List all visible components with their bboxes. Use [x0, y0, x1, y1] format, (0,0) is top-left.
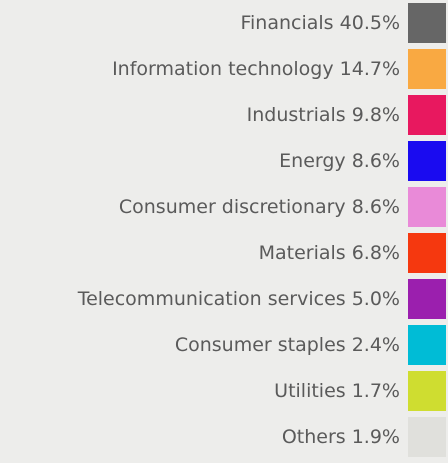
legend-label: Industrials 9.8% [247, 95, 400, 135]
sector-share: 8.6% [351, 150, 400, 172]
sector-name: Consumer staples [174, 334, 346, 356]
legend-swatch [408, 325, 446, 365]
sector-name: Industrials [246, 104, 346, 126]
sector-name: Materials [258, 242, 346, 264]
sector-name: Information technology [112, 58, 334, 80]
legend-label: Materials 6.8% [259, 233, 400, 273]
legend-row: Industrials 9.8% [0, 95, 448, 135]
legend-row: Information technology 14.7% [0, 49, 448, 89]
sector-name: Others [281, 426, 346, 448]
legend-swatch [408, 371, 446, 411]
legend-label: Consumer discretionary 8.6% [119, 187, 400, 227]
sector-name: Financials [240, 12, 334, 34]
sector-share: 6.8% [351, 242, 400, 264]
sector-name: Energy [279, 150, 346, 172]
sector-share: 14.7% [339, 58, 400, 80]
sector-share: 1.9% [351, 426, 400, 448]
legend-row: Consumer staples 2.4% [0, 325, 448, 365]
legend-swatch [408, 279, 446, 319]
legend-swatch [408, 95, 446, 135]
sector-share: 8.6% [351, 196, 400, 218]
legend-swatch [408, 141, 446, 181]
legend-label: Others 1.9% [282, 417, 400, 457]
legend-swatch [408, 233, 446, 273]
legend-swatch [408, 417, 446, 457]
legend-label: Information technology 14.7% [112, 49, 400, 89]
legend-swatch [408, 3, 446, 43]
legend-row: Utilities 1.7% [0, 371, 448, 411]
legend-label: Energy 8.6% [279, 141, 400, 181]
sector-name: Telecommunication services [77, 288, 346, 310]
legend-label: Consumer staples 2.4% [175, 325, 400, 365]
sector-share: 40.5% [339, 12, 400, 34]
sector-share: 9.8% [351, 104, 400, 126]
legend-swatch [408, 49, 446, 89]
sector-share: 5.0% [351, 288, 400, 310]
legend-label: Financials 40.5% [240, 3, 400, 43]
sector-name: Utilities [274, 380, 346, 402]
sector-share: 2.4% [351, 334, 400, 356]
legend-swatch [408, 187, 446, 227]
legend-row: Financials 40.5% [0, 3, 448, 43]
legend-row: Telecommunication services 5.0% [0, 279, 448, 319]
legend-row: Others 1.9% [0, 417, 448, 457]
legend-label: Utilities 1.7% [274, 371, 400, 411]
sector-name: Consumer discretionary [118, 196, 346, 218]
legend-row: Materials 6.8% [0, 233, 448, 273]
legend-row: Consumer discretionary 8.6% [0, 187, 448, 227]
legend-row: Energy 8.6% [0, 141, 448, 181]
sector-share: 1.7% [351, 380, 400, 402]
legend-label: Telecommunication services 5.0% [78, 279, 400, 319]
